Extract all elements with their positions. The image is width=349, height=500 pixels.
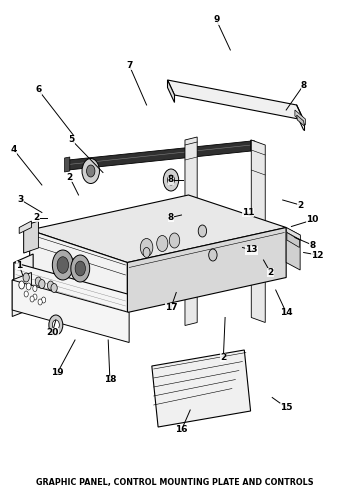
Circle shape (47, 281, 54, 290)
Circle shape (168, 175, 174, 185)
Text: 18: 18 (104, 376, 116, 384)
Text: 17: 17 (165, 303, 177, 312)
Polygon shape (12, 272, 31, 316)
Polygon shape (24, 221, 38, 253)
Circle shape (163, 169, 179, 191)
Circle shape (23, 273, 29, 282)
Polygon shape (168, 80, 304, 120)
Polygon shape (287, 232, 299, 248)
Circle shape (52, 320, 59, 330)
Text: 8: 8 (300, 80, 307, 90)
Text: 2: 2 (67, 173, 73, 182)
Circle shape (57, 257, 69, 273)
Circle shape (38, 299, 42, 305)
Text: 5: 5 (68, 136, 75, 144)
Text: 7: 7 (126, 60, 132, 70)
Text: 8: 8 (309, 240, 315, 250)
Text: 10: 10 (306, 216, 319, 224)
Circle shape (75, 261, 86, 276)
Polygon shape (127, 228, 286, 312)
Polygon shape (30, 230, 127, 312)
Circle shape (26, 283, 31, 290)
Circle shape (209, 249, 217, 261)
Polygon shape (14, 262, 127, 321)
Circle shape (52, 250, 73, 280)
Text: 15: 15 (280, 403, 292, 412)
Circle shape (198, 225, 207, 237)
Circle shape (49, 315, 63, 335)
Polygon shape (152, 350, 251, 427)
Polygon shape (65, 157, 70, 172)
Circle shape (33, 286, 37, 292)
Text: 12: 12 (311, 250, 324, 260)
Text: 6: 6 (35, 86, 42, 94)
Circle shape (87, 165, 95, 177)
Polygon shape (19, 221, 31, 234)
Circle shape (71, 255, 90, 282)
Text: GRAPHIC PANEL, CONTROL MOUNTING PLATE AND CONTROLS: GRAPHIC PANEL, CONTROL MOUNTING PLATE AN… (36, 478, 313, 488)
Text: 2: 2 (34, 213, 40, 222)
Polygon shape (286, 228, 300, 270)
Polygon shape (68, 141, 251, 170)
Circle shape (33, 294, 37, 300)
Text: 3: 3 (18, 196, 24, 204)
Polygon shape (12, 280, 129, 342)
Circle shape (143, 248, 150, 258)
Circle shape (19, 281, 24, 289)
Text: 8: 8 (168, 213, 174, 222)
Text: 20: 20 (46, 328, 59, 337)
Circle shape (24, 291, 28, 297)
Polygon shape (251, 140, 265, 322)
Polygon shape (14, 254, 33, 301)
Circle shape (39, 280, 45, 288)
Text: 2: 2 (297, 200, 303, 209)
Text: 9: 9 (213, 16, 220, 24)
Polygon shape (24, 223, 31, 253)
Text: 4: 4 (11, 146, 17, 154)
Polygon shape (30, 195, 286, 262)
Polygon shape (251, 140, 255, 152)
Circle shape (51, 284, 57, 292)
Circle shape (35, 277, 42, 286)
Text: 14: 14 (280, 308, 292, 317)
Text: 19: 19 (51, 368, 64, 377)
Polygon shape (297, 115, 304, 126)
Circle shape (42, 297, 46, 303)
Text: 2: 2 (267, 268, 274, 277)
Polygon shape (168, 80, 174, 102)
Circle shape (82, 158, 99, 184)
Polygon shape (185, 137, 197, 326)
Polygon shape (286, 228, 301, 240)
Polygon shape (24, 221, 38, 232)
Polygon shape (295, 110, 305, 125)
Text: 13: 13 (245, 246, 258, 254)
Text: 2: 2 (220, 353, 227, 362)
Text: 1: 1 (16, 260, 22, 270)
Circle shape (30, 296, 34, 302)
Text: 16: 16 (175, 426, 188, 434)
Circle shape (140, 238, 153, 256)
Text: 11: 11 (242, 208, 254, 217)
Circle shape (169, 233, 180, 248)
Text: 8: 8 (168, 176, 174, 184)
Polygon shape (14, 301, 127, 341)
Circle shape (157, 236, 168, 252)
